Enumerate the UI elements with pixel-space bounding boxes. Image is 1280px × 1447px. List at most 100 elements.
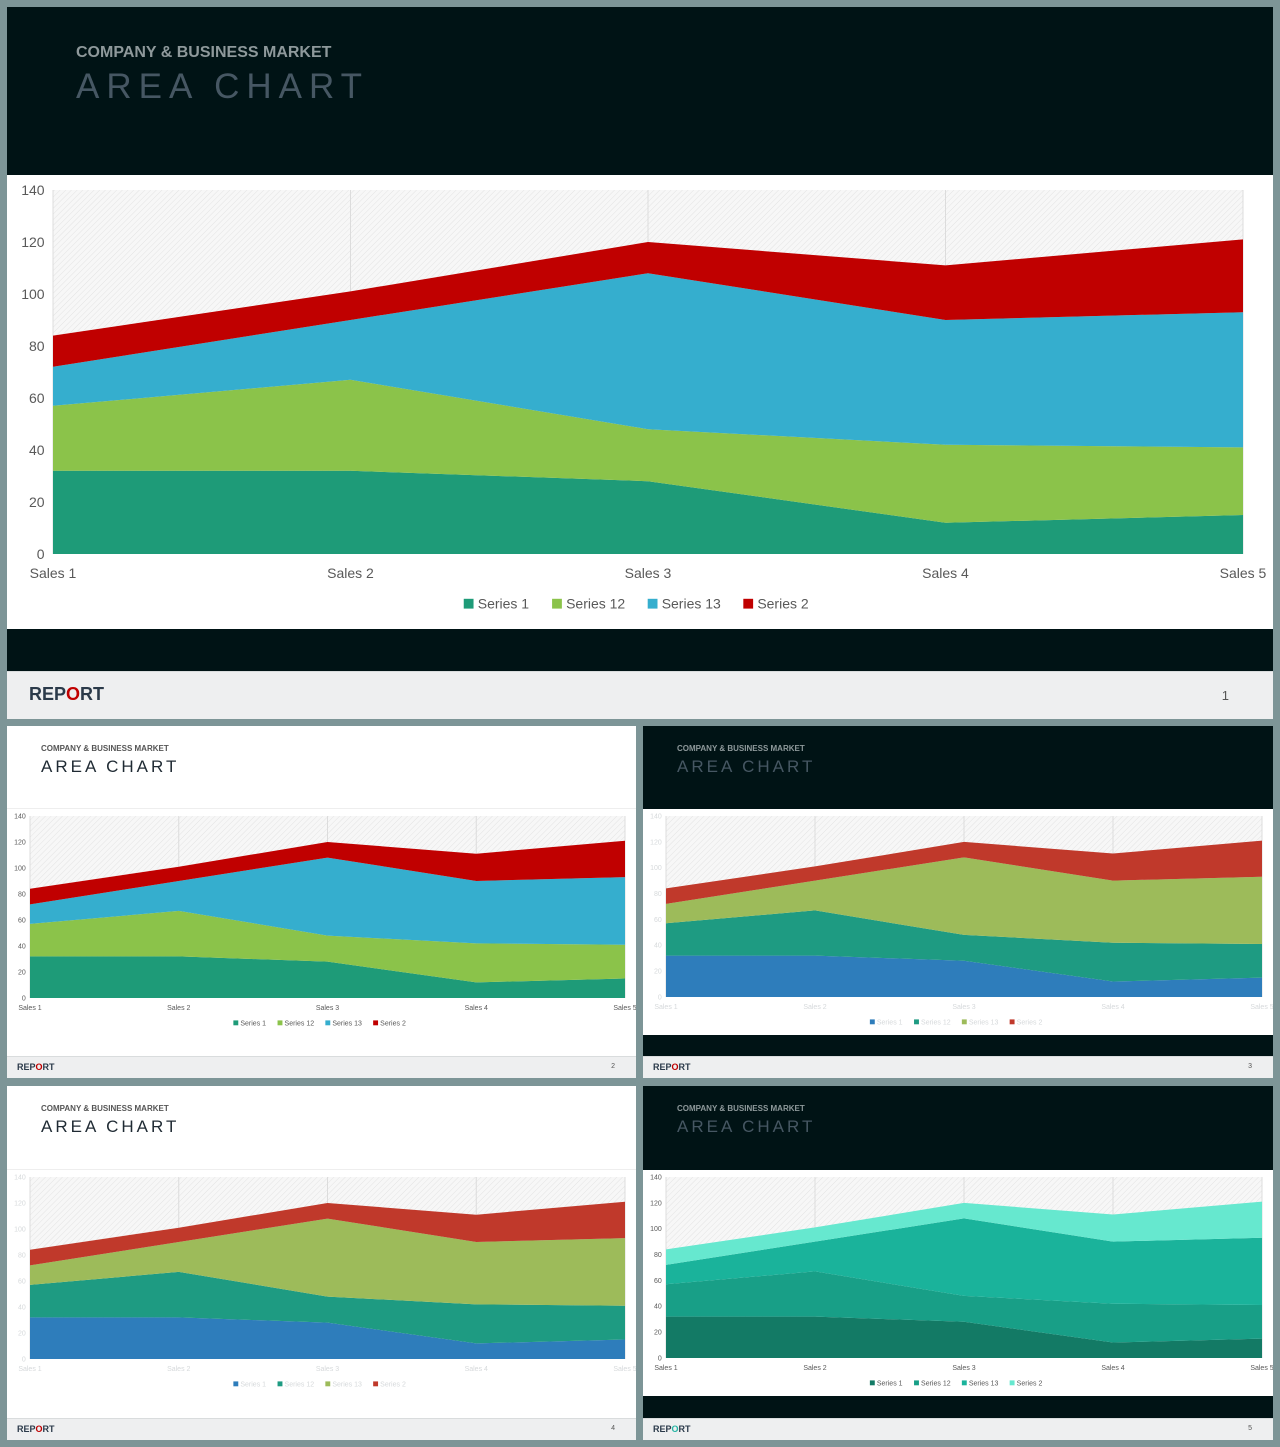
x-tick-label: Sales 4 <box>465 1005 488 1012</box>
legend-item: Series 12 <box>914 1019 951 1026</box>
legend-label: Series 13 <box>662 596 721 612</box>
y-tick-label: 120 <box>650 1200 662 1207</box>
y-tick-label: 140 <box>14 1174 26 1181</box>
area-series-series-12 <box>666 1271 1262 1343</box>
slide-title: AREA CHART <box>41 1117 180 1136</box>
slide-footer: REPORT 5 <box>643 1418 1273 1440</box>
legend-item: Series 1 <box>463 596 529 612</box>
report-text-part-1: REP <box>29 684 67 704</box>
report-text-part-2: RT <box>678 1424 691 1434</box>
x-tick-label: Sales 1 <box>18 1005 41 1012</box>
x-tick-label: Sales 4 <box>1101 1004 1124 1011</box>
legend-item: Series 13 <box>325 1020 362 1027</box>
legend-swatch <box>463 598 474 609</box>
slide-subtitle: COMPANY & BUSINESS MARKET <box>677 744 805 753</box>
legend-label: Series 1 <box>240 1020 266 1027</box>
x-tick-label: Sales 5 <box>1250 1365 1273 1372</box>
report-text-part-1: REP <box>17 1062 36 1072</box>
legend-label: Series 1 <box>240 1381 266 1388</box>
legend-item: Series 13 <box>647 596 721 612</box>
area-series-series-12 <box>53 379 1243 523</box>
report-text-part-1: REP <box>653 1424 672 1434</box>
report-label: REPORT <box>653 1424 691 1434</box>
x-tick-label: Sales 4 <box>922 565 969 581</box>
x-tick-label: Sales 2 <box>803 1365 826 1372</box>
report-text-part-2: RT <box>80 684 105 704</box>
slide-1[interactable]: COMPANY & BUSINESS MARKET AREA CHART 0 20… <box>7 7 1273 719</box>
y-tick-label: 100 <box>21 286 45 302</box>
x-tick-label: Sales 3 <box>316 1366 339 1373</box>
legend-swatch <box>325 1020 331 1026</box>
report-text-accent: O <box>35 1062 43 1072</box>
slide-header: COMPANY & BUSINESS MARKET AREA CHART <box>7 1086 636 1170</box>
x-tick-label: Sales 2 <box>167 1005 190 1012</box>
legend-label: Series 13 <box>969 1380 999 1387</box>
legend-label: Series 12 <box>285 1020 315 1027</box>
y-tick-label: 20 <box>18 1330 26 1337</box>
legend-item: Series 13 <box>961 1019 999 1026</box>
slide-subtitle: COMPANY & BUSINESS MARKET <box>76 44 332 61</box>
legend-swatch <box>961 1019 967 1025</box>
area-series-series-1 <box>666 1316 1262 1358</box>
y-tick-label: 140 <box>650 813 662 820</box>
y-tick-label: 40 <box>654 1304 662 1311</box>
report-label: REPORT <box>17 1424 55 1434</box>
area-series-series-12 <box>666 910 1262 982</box>
legend-swatch <box>325 1381 331 1387</box>
slide-title: AREA CHART <box>76 67 370 106</box>
y-tick-label: 40 <box>18 943 26 950</box>
legend-swatch <box>277 1020 283 1026</box>
legend-swatch <box>914 1019 919 1025</box>
slide-footer: REPORT 2 <box>7 1056 636 1078</box>
dark-band <box>7 629 1273 671</box>
legend-swatch <box>914 1380 919 1386</box>
chart-area: 0 20 40 60 80 100 120 140 Sales 1 Sales 2 Sales 3 S… <box>643 809 1273 1035</box>
slide-4[interactable]: COMPANY & BUSINESS MARKET AREA CHART 0 20… <box>7 1086 636 1440</box>
x-tick-label: Sales 3 <box>952 1004 975 1011</box>
y-tick-label: 120 <box>14 839 26 846</box>
y-tick-label: 60 <box>654 1278 662 1285</box>
slide-subtitle: COMPANY & BUSINESS MARKET <box>41 744 169 753</box>
x-tick-label: Sales 4 <box>465 1366 488 1373</box>
area-chart: 0 20 40 60 80 100 120 140 Sales 1 Sales 2 Sales 3 S… <box>14 1174 636 1388</box>
y-tick-label: 100 <box>650 1226 662 1233</box>
legend-label: Series 2 <box>380 1020 406 1027</box>
chart-area: 0 20 40 60 80 100 120 140 Sales 1 Sales 2 Sales 3 S… <box>7 809 636 1036</box>
legend-item: Series 2 <box>1009 1019 1042 1026</box>
legend-label: Series 12 <box>921 1380 951 1387</box>
slide-footer: REPORT 4 <box>7 1418 636 1440</box>
report-text-part-1: REP <box>17 1424 36 1434</box>
report-text-part-1: REP <box>653 1062 672 1072</box>
legend-swatch <box>647 598 658 609</box>
y-tick-label: 80 <box>18 1252 26 1259</box>
legend-item: Series 2 <box>373 1020 406 1027</box>
report-text-accent: O <box>671 1424 679 1434</box>
x-tick-label: Sales 1 <box>30 565 77 581</box>
page-number: 1 <box>1221 688 1229 703</box>
legend-item: Series 13 <box>325 1381 362 1388</box>
report-text-part-2: RT <box>42 1424 55 1434</box>
area-series-series-13 <box>30 857 625 945</box>
slide-3[interactable]: COMPANY & BUSINESS MARKET AREA CHART 0 20… <box>643 726 1273 1078</box>
x-tick-label: Sales 5 <box>1220 565 1267 581</box>
slide-5[interactable]: COMPANY & BUSINESS MARKET AREA CHART 0 20… <box>643 1086 1273 1440</box>
x-tick-label: Sales 3 <box>625 565 672 581</box>
slide-header: COMPANY & BUSINESS MARKET AREA CHART <box>643 1086 1273 1170</box>
area-chart: 0 20 40 60 80 100 120 140 Sales 1 Sales 2 Sales 3 S… <box>14 813 636 1027</box>
legend-label: Series 12 <box>285 1381 315 1388</box>
legend-item: Series 1 <box>233 1020 266 1027</box>
legend-label: Series 12 <box>921 1019 951 1026</box>
legend-label: Series 13 <box>332 1381 362 1388</box>
legend-swatch <box>552 598 562 609</box>
page-number: 3 <box>1248 1063 1252 1070</box>
x-tick-label: Sales 5 <box>613 1005 636 1012</box>
x-tick-label: Sales 3 <box>316 1005 339 1012</box>
area-series-series-2 <box>30 840 625 905</box>
slide-title: AREA CHART <box>41 757 180 776</box>
area-series-series-13 <box>53 273 1243 448</box>
slide-footer: REPORT 1 <box>7 671 1273 719</box>
legend-label: Series 2 <box>1017 1380 1043 1387</box>
chart-area: 0 20 40 60 80 100 120 140 Sales 1 Sales 2 Sales 3 S… <box>7 1170 636 1397</box>
area-series-series-1 <box>30 956 625 998</box>
slide-2[interactable]: COMPANY & BUSINESS MARKET AREA CHART 0 20… <box>7 726 636 1078</box>
